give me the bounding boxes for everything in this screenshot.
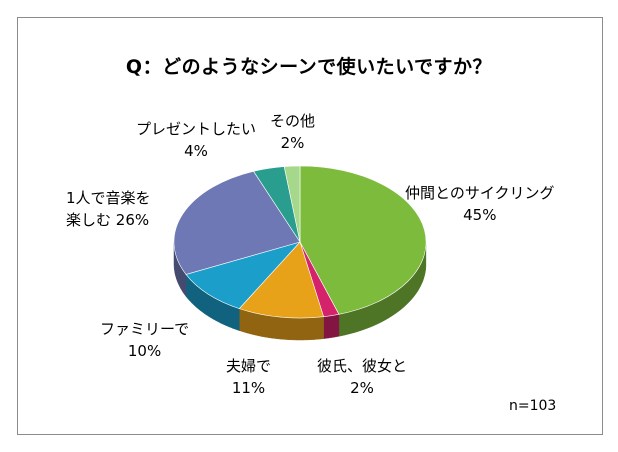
sample-size-note: n=103 [509, 398, 557, 414]
pie-slice-3 [185, 241, 301, 309]
pie-slices [173, 165, 427, 319]
label-family-pct: 10% [127, 342, 162, 360]
label-family-text: ファミリーで [100, 320, 190, 338]
label-fufu: 夫婦で 11% [226, 355, 271, 399]
label-sonota-text: その他 [270, 112, 316, 130]
label-present-pct: 4% [184, 142, 208, 160]
label-kareshi: 彼氏、彼女と 2% [317, 355, 407, 399]
pie-slice-6 [283, 165, 301, 243]
pie-slice-2 [238, 241, 324, 319]
label-fufu-text: 夫婦で [226, 357, 272, 375]
label-hitori-text: 1人で音楽を [66, 189, 151, 207]
label-kareshi-text: 彼氏、彼女と [317, 357, 408, 375]
label-hitori-text2-inner: 楽しむ [66, 211, 112, 229]
label-hitori: 1人で音楽を 楽しむ 26% [66, 187, 151, 231]
label-sonota: その他 2% [270, 110, 315, 154]
label-nakama-pct: 45% [463, 206, 497, 224]
label-family: ファミリーで 10% [100, 318, 189, 362]
label-kareshi-pct: 2% [350, 379, 374, 397]
chart-title: Q：どのようなシーンで使いたいですか？ [125, 56, 493, 78]
label-nakama-text: 仲間とのサイクリング [405, 184, 555, 202]
label-present-text: プレゼントしたい [136, 120, 257, 138]
pie-slice-0 [299, 165, 427, 315]
label-sonota-pct: 2% [280, 134, 305, 152]
pie-slice-4 [173, 170, 301, 275]
label-hitori-pct: 26% [115, 211, 150, 229]
label-hitori-text2: 楽しむ 26% [66, 209, 151, 231]
label-present: プレゼントしたい 4% [136, 118, 256, 162]
pie-side-1 [323, 314, 340, 340]
label-nakama: 仲間とのサイクリング 45% [405, 182, 555, 226]
label-fufu-pct: 11% [231, 379, 266, 397]
